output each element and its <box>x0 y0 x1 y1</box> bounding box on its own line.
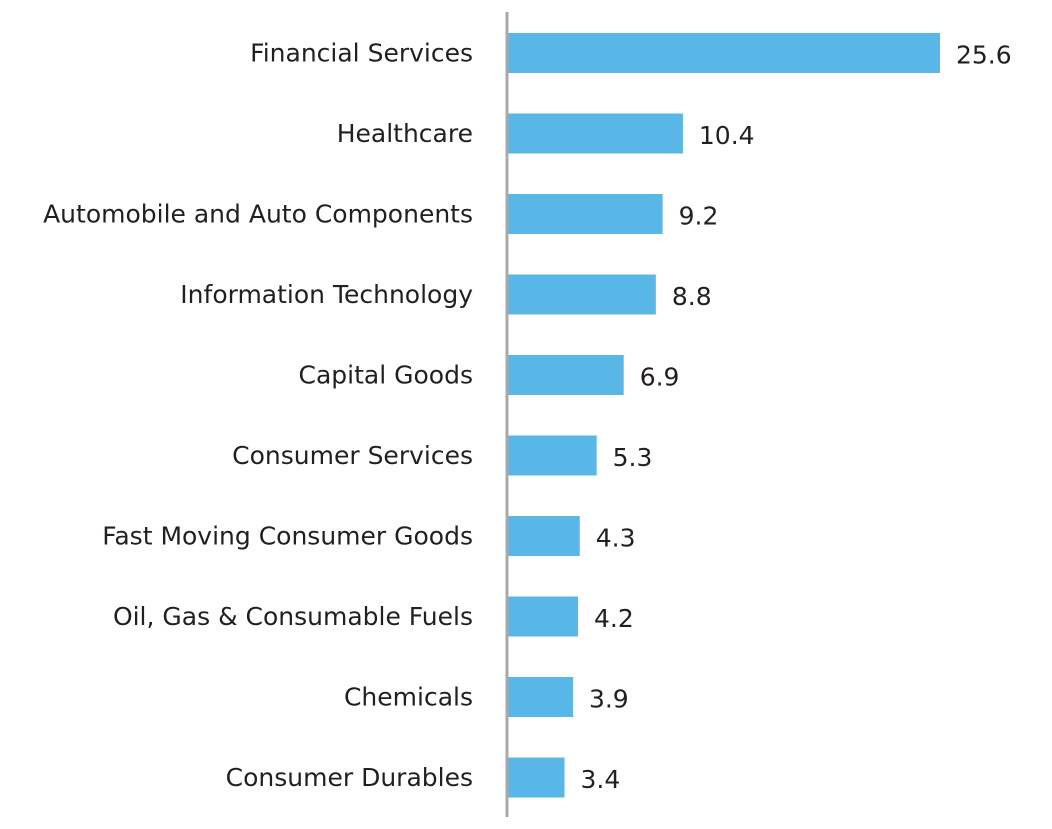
bar-8 <box>507 677 573 717</box>
value-label-7: 4.2 <box>594 604 634 633</box>
category-label-9: Consumer Durables <box>226 763 473 792</box>
value-labels-group: 25.6 10.4 9.2 8.8 6.9 5.3 4.3 4.2 3.9 3.4 <box>581 41 1012 795</box>
category-label-8: Chemicals <box>344 683 473 712</box>
value-label-0: 25.6 <box>956 41 1012 70</box>
category-label-5: Consumer Services <box>232 441 473 470</box>
bar-7 <box>507 596 579 637</box>
category-label-6: Fast Moving Consumer Goods <box>102 522 473 551</box>
bar-0 <box>507 33 940 73</box>
value-label-1: 10.4 <box>699 121 755 150</box>
bars-group <box>507 33 940 798</box>
category-label-3: Information Technology <box>180 280 473 309</box>
bar-1 <box>507 113 683 154</box>
value-label-2: 9.2 <box>679 202 719 231</box>
value-label-6: 4.3 <box>596 524 636 553</box>
bar-5 <box>507 435 597 476</box>
category-label-4: Capital Goods <box>299 361 473 390</box>
bar-3 <box>507 274 656 315</box>
category-label-1: Healthcare <box>337 119 473 148</box>
bar-4 <box>507 355 624 395</box>
category-label-0: Financial Services <box>250 39 473 68</box>
bar-9 <box>507 757 565 798</box>
category-labels-group: Financial Services Healthcare Automobile a… <box>43 39 473 793</box>
value-label-4: 6.9 <box>640 363 680 392</box>
value-label-8: 3.9 <box>589 685 629 714</box>
category-label-2: Automobile and Auto Components <box>43 200 473 229</box>
bar-6 <box>507 516 580 556</box>
value-label-3: 8.8 <box>672 282 712 311</box>
value-label-5: 5.3 <box>613 443 653 472</box>
value-label-9: 3.4 <box>581 765 621 794</box>
bar-2 <box>507 194 663 234</box>
category-label-7: Oil, Gas & Consumable Fuels <box>113 602 473 631</box>
